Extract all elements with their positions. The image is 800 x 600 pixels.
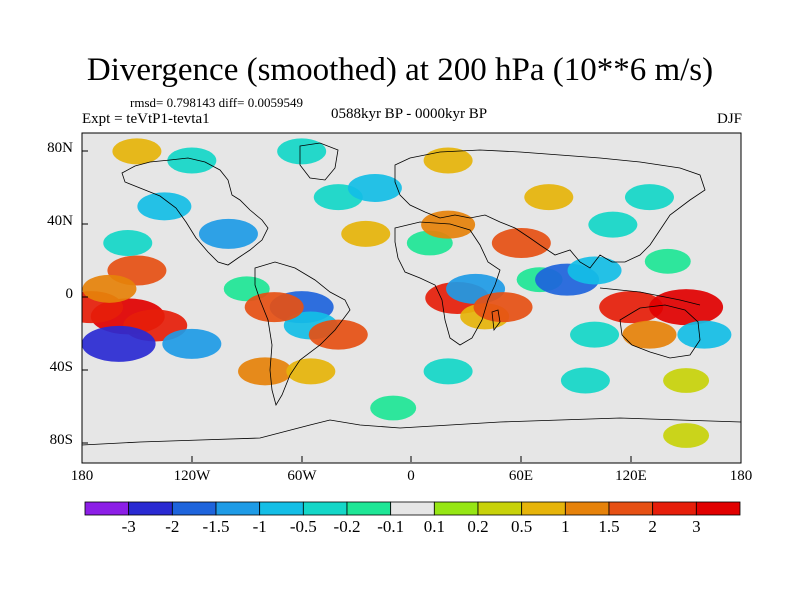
y-tick-label: 80S [49, 432, 73, 448]
colorbar-label: -0.5 [289, 517, 317, 536]
coast-australia [619, 304, 701, 359]
field-region [198, 218, 258, 249]
colorbar-label: 0.5 [511, 517, 533, 536]
x-tick-label: 60E [508, 468, 534, 484]
field-region [663, 368, 710, 393]
x-tick-label: 120E [615, 468, 647, 484]
colorbar-box [564, 501, 610, 516]
colorbar-label: 3 [692, 517, 701, 536]
coast-south-america [254, 261, 351, 407]
field-region [622, 320, 677, 349]
field-region [421, 210, 476, 239]
y-tick-label: 40N [47, 213, 73, 229]
colorbar-box [84, 501, 130, 516]
map-frame [81, 132, 742, 464]
field-region [137, 192, 192, 221]
colorbar-label: 1.5 [598, 517, 620, 536]
stats-text: rmsd= 0.798143 diff= 0.0059549 [130, 95, 303, 110]
colorbar-label: -1 [252, 517, 267, 536]
colorbar-box [302, 501, 348, 516]
colorbar-box [695, 501, 741, 516]
coast-europe-asia [394, 149, 706, 269]
coast-greenland [299, 142, 339, 181]
colorbar-label: -1.5 [202, 517, 230, 536]
colorbar-box [390, 501, 435, 516]
y-tick-label: 0 [65, 286, 74, 302]
colorbar-box [128, 501, 173, 516]
colorbar-box [652, 501, 697, 516]
field-region [677, 320, 732, 349]
colorbar-box [608, 501, 654, 516]
field-region [244, 292, 304, 323]
colorbar-label: 0.2 [467, 517, 489, 536]
field-region [423, 358, 473, 385]
field-region [286, 358, 336, 385]
y-tick-label: 80N [47, 140, 73, 156]
field-region [423, 147, 473, 174]
y-tick-label: 40S [49, 359, 73, 375]
field-region [649, 289, 724, 326]
colorbar-label: 2 [648, 517, 657, 536]
field-region [663, 423, 710, 448]
colorbar-label: -2 [165, 517, 180, 536]
axis-ticks [81, 150, 742, 462]
colorbar-label: -0.1 [377, 517, 405, 536]
experiment-text: Expt = teVtP1-tevta1 [82, 111, 210, 127]
field-region [588, 211, 638, 238]
season-label: DJF [716, 111, 742, 127]
field-region [162, 328, 222, 359]
field-region [103, 230, 153, 256]
field-region [167, 147, 217, 174]
colorbar-box [433, 501, 479, 516]
field-region [82, 274, 137, 303]
field-region [370, 395, 417, 421]
field-region [238, 357, 293, 386]
field-region [524, 184, 574, 211]
colorbar-box [346, 501, 392, 516]
field-region [570, 321, 620, 348]
field-region [599, 291, 664, 324]
field-region [341, 220, 391, 247]
colorbar-label: 1 [561, 517, 570, 536]
field-region [277, 138, 327, 165]
field-region [112, 138, 162, 165]
field-region [82, 325, 156, 362]
field-region [624, 184, 674, 211]
coast-indonesia [599, 287, 701, 306]
field-region [308, 319, 368, 350]
coast-madagascar [491, 309, 501, 332]
colorbar-box [521, 501, 566, 516]
x-tick-label: 0 [407, 468, 415, 484]
colorbar-box [171, 501, 217, 516]
field-region [347, 174, 402, 202]
colorbar-label: 0.1 [423, 517, 445, 536]
coast-africa [394, 221, 501, 346]
x-tick-label: 60W [287, 468, 317, 484]
colorbar-label: -0.2 [333, 517, 361, 536]
field-region [644, 248, 691, 274]
field-region [560, 367, 610, 394]
x-tick-label: 120W [173, 468, 211, 484]
page-title: Divergence (smoothed) at 200 hPa (10**6 … [86, 52, 714, 88]
field-region [567, 256, 622, 285]
coastlines [82, 142, 741, 446]
colorbar-box [215, 501, 261, 516]
coast-antarctica [82, 417, 741, 446]
colorbar-label: -3 [121, 517, 136, 536]
colorbar-box [477, 501, 523, 516]
x-tick-label: 180 [70, 468, 94, 484]
colorbar-box [259, 501, 304, 516]
x-tick-label: 180 [729, 468, 753, 484]
field-region [491, 228, 551, 258]
period-text: 0588kyr BP - 0000kyr BP [330, 106, 488, 122]
coast-north-america [121, 157, 269, 266]
